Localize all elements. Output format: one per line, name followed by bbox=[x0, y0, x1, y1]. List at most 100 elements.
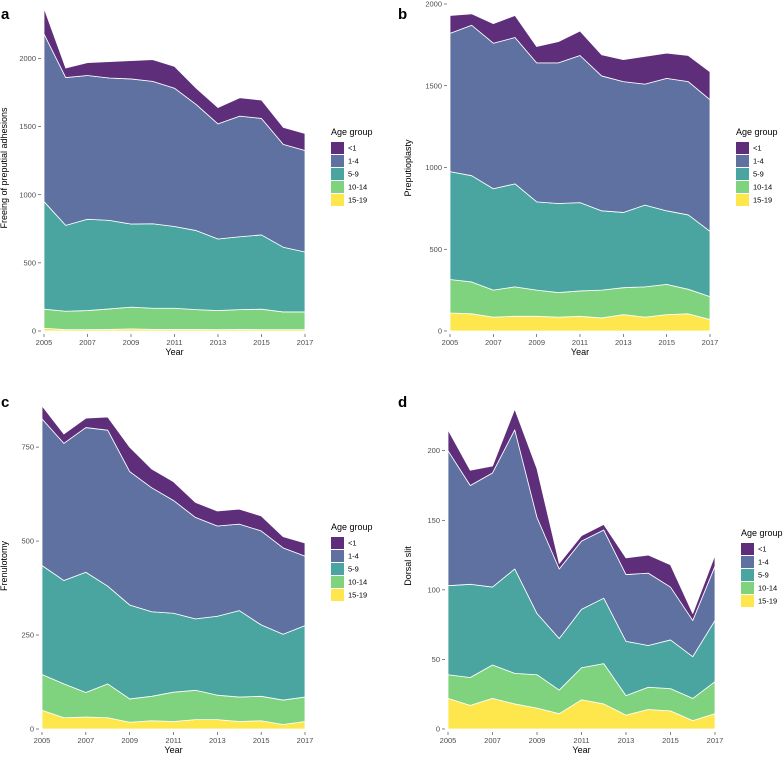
x-tick-label: 2017 bbox=[297, 736, 314, 745]
x-tick-label: 2007 bbox=[485, 338, 502, 347]
legend-label: 1-4 bbox=[753, 157, 764, 166]
legend-swatch bbox=[741, 543, 754, 555]
area-c-lt1 bbox=[41, 405, 306, 557]
legend-swatch bbox=[331, 550, 344, 562]
y-tick-label: 2000 bbox=[425, 0, 442, 9]
y-tick-label: 200 bbox=[427, 446, 440, 455]
x-tick-label: 2009 bbox=[121, 736, 138, 745]
x-tick-label: 2011 bbox=[166, 338, 182, 347]
legend-label: 5-9 bbox=[753, 170, 764, 179]
panel-letter: c bbox=[1, 394, 9, 411]
legend-swatch bbox=[741, 595, 754, 607]
legend-label: 5-9 bbox=[348, 565, 359, 574]
area-a-lt1 bbox=[43, 7, 306, 151]
areas-c bbox=[41, 405, 306, 730]
y-tick-label: 0 bbox=[30, 725, 34, 734]
y-tick-label: 250 bbox=[21, 631, 34, 640]
legend-label: 10-14 bbox=[348, 183, 367, 192]
area-b-lt1 bbox=[449, 13, 711, 101]
x-tick-label: 2011 bbox=[573, 736, 589, 745]
legend-label: 10-14 bbox=[753, 183, 772, 192]
legend-swatch bbox=[331, 563, 344, 575]
legend-swatch bbox=[741, 556, 754, 568]
x-axis-title: Year bbox=[164, 745, 182, 755]
legend-label: 15-19 bbox=[348, 591, 367, 600]
x-tick-label: 2009 bbox=[529, 736, 546, 745]
panel-b: 0 500 1000 1500 2000 2005 2007 2009 2011 2013 2015… bbox=[398, 0, 778, 357]
legend-c: Age group <1 1-4 5-9 10-14 15-19 bbox=[331, 522, 373, 601]
y-tick-label: 500 bbox=[23, 258, 36, 267]
x-tick-label: 2009 bbox=[528, 338, 545, 347]
x-tick-label: 2017 bbox=[707, 736, 724, 745]
legend-label: <1 bbox=[758, 545, 767, 554]
legend-swatch bbox=[736, 194, 749, 206]
x-tick-label: 2015 bbox=[253, 736, 270, 745]
y-axis-title: Frenulotomy bbox=[0, 540, 9, 591]
y-axis-title: Freeing of preputial adhesions bbox=[0, 107, 9, 229]
x-tick-label: 2017 bbox=[702, 338, 719, 347]
x-tick-label: 2013 bbox=[209, 736, 226, 745]
legend-label: 1-4 bbox=[348, 157, 359, 166]
x-tick-label: 2007 bbox=[484, 736, 501, 745]
y-axis-title: Preputioplasty bbox=[403, 139, 413, 197]
legend-label: 10-14 bbox=[758, 584, 777, 593]
legend-title: Age group bbox=[741, 528, 783, 538]
y-tick-label: 2000 bbox=[19, 54, 36, 63]
x-tick-label: 2005 bbox=[442, 338, 459, 347]
legend-swatch bbox=[331, 194, 344, 206]
legend-label: <1 bbox=[348, 144, 357, 153]
y-tick-label: 0 bbox=[32, 327, 36, 336]
legend-swatch bbox=[736, 181, 749, 193]
y-tick-label: 50 bbox=[432, 655, 440, 664]
legend-swatch bbox=[741, 569, 754, 581]
legend-swatch bbox=[331, 181, 344, 193]
panel-a: 0 500 1000 1500 2000 2005 2007 2009 2011 2013 2015… bbox=[0, 6, 373, 357]
areas-d bbox=[447, 408, 716, 730]
y-tick-label: 0 bbox=[436, 725, 440, 734]
panel-c: 0 250 500 750 2005 2007 2009 2011 2013 2015 2017 Ye… bbox=[0, 394, 373, 755]
x-axis-title: Year bbox=[571, 347, 589, 357]
x-tick-label: 2013 bbox=[618, 736, 635, 745]
x-tick-label: 2015 bbox=[658, 338, 675, 347]
legend-b: Age group <1 1-4 5-9 10-14 15-19 bbox=[736, 127, 778, 206]
legend-swatch bbox=[736, 142, 749, 154]
y-tick-label: 1500 bbox=[425, 81, 442, 90]
legend-label: <1 bbox=[348, 539, 357, 548]
y-tick-label: 500 bbox=[429, 245, 442, 254]
panel-letter: d bbox=[398, 394, 407, 411]
legend-swatch bbox=[331, 142, 344, 154]
panel-d: 0 50 100 150 200 2005 2007 2009 2011 2013 2015 2017… bbox=[398, 394, 783, 755]
x-tick-label: 2011 bbox=[165, 736, 181, 745]
area-d-lt1 bbox=[447, 408, 716, 621]
legend-label: 1-4 bbox=[348, 552, 359, 561]
x-tick-label: 2015 bbox=[662, 736, 679, 745]
legend-a: Age group <1 1-4 5-9 10-14 15-19 bbox=[331, 127, 373, 206]
x-tick-label: 2005 bbox=[36, 338, 53, 347]
y-tick-label: 750 bbox=[21, 443, 34, 452]
legend-swatch bbox=[331, 168, 344, 180]
y-axis-title: Dorsal slit bbox=[403, 546, 413, 586]
y-tick-label: 100 bbox=[427, 585, 440, 594]
x-tick-label: 2017 bbox=[297, 338, 314, 347]
legend-label: 5-9 bbox=[348, 170, 359, 179]
x-tick-label: 2007 bbox=[79, 338, 96, 347]
legend-label: 1-4 bbox=[758, 558, 769, 567]
legend-label: 15-19 bbox=[348, 196, 367, 205]
legend-label: 10-14 bbox=[348, 578, 367, 587]
panel-letter: a bbox=[1, 6, 10, 23]
x-tick-label: 2005 bbox=[34, 736, 51, 745]
areas-a bbox=[43, 7, 306, 332]
y-tick-label: 150 bbox=[427, 516, 440, 525]
legend-label: 15-19 bbox=[758, 597, 777, 606]
legend-label: 5-9 bbox=[758, 571, 769, 580]
x-tick-label: 2013 bbox=[210, 338, 227, 347]
x-tick-label: 2007 bbox=[77, 736, 94, 745]
legend-title: Age group bbox=[331, 522, 373, 532]
x-tick-label: 2009 bbox=[123, 338, 140, 347]
legend-swatch bbox=[741, 582, 754, 594]
x-tick-label: 2011 bbox=[572, 338, 588, 347]
legend-title: Age group bbox=[331, 127, 373, 137]
legend-swatch bbox=[331, 155, 344, 167]
y-tick-label: 1000 bbox=[19, 190, 36, 199]
